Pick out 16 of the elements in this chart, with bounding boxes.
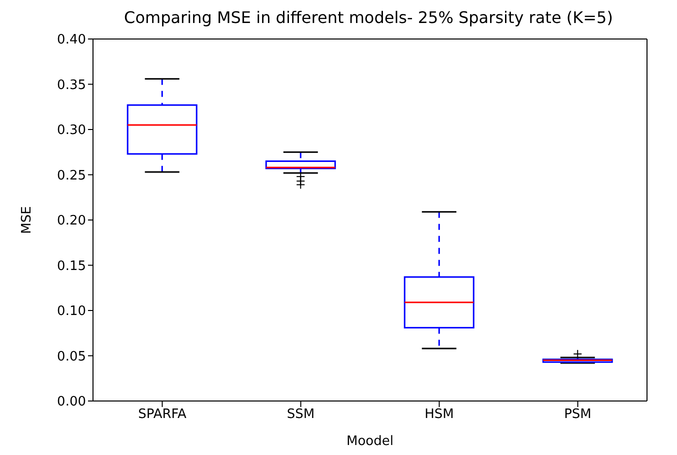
y-tick-label: 0.30 bbox=[57, 123, 86, 138]
x-axis-title: Moodel bbox=[346, 434, 394, 449]
y-tick-label: 0.00 bbox=[57, 394, 86, 410]
x-tick-label: SSM bbox=[286, 407, 315, 422]
y-tick-label: 0.20 bbox=[57, 214, 86, 229]
y-tick-label: 0.35 bbox=[57, 78, 86, 93]
y-tick-label: 0.15 bbox=[57, 258, 86, 274]
y-tick-label: 0.05 bbox=[57, 349, 86, 364]
x-tick-label: PSM bbox=[564, 407, 592, 422]
y-tick-label: 0.40 bbox=[57, 32, 86, 48]
y-tick-label: 0.10 bbox=[57, 304, 86, 320]
y-tick-label: 0.25 bbox=[57, 168, 86, 184]
x-tick-label: HSM bbox=[424, 407, 454, 422]
chart-title: Comparing MSE in different models- 25% Sparsity rate (K=5) bbox=[123, 8, 614, 29]
y-axis-title: MSE bbox=[20, 206, 35, 234]
x-tick-label: SPARFA bbox=[138, 407, 187, 422]
